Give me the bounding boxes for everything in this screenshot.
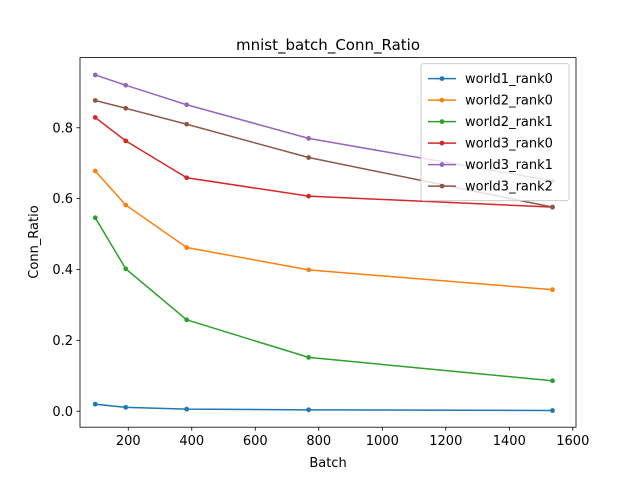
y-tick-label: 0.2	[52, 334, 73, 349]
data-point	[550, 378, 555, 384]
legend-box	[420, 63, 570, 202]
legend-item: world3_rank2	[428, 180, 553, 195]
y-tick-label: 0.8	[52, 121, 73, 136]
legend-item: world3_rank1	[428, 158, 553, 173]
data-point	[184, 102, 190, 108]
data-point	[123, 404, 129, 410]
legend-marker	[439, 162, 445, 168]
data-point	[306, 407, 312, 413]
x-tick-label: 1200	[429, 434, 462, 449]
series-world2_rank1	[92, 215, 555, 384]
data-point	[306, 267, 312, 273]
legend-marker	[439, 119, 445, 124]
legend-marker	[439, 97, 445, 103]
legend-item: world2_rank1	[428, 115, 553, 130]
y-axis-ticks: 0.0 0.2 0.4 0.6 0.8	[52, 121, 80, 420]
data-point	[92, 72, 98, 78]
legend-label: world3_rank2	[465, 180, 553, 195]
y-tick-label: 0.6	[52, 192, 73, 207]
data-point	[92, 168, 98, 174]
data-point	[92, 115, 98, 120]
data-point	[123, 82, 129, 88]
series-layer	[92, 72, 555, 413]
data-point	[184, 175, 190, 181]
data-point	[184, 121, 190, 127]
legend-label: world3_rank0	[465, 137, 553, 152]
series-world2_rank0	[92, 168, 555, 293]
x-tick-label: 1400	[493, 434, 526, 449]
legend-item: world1_rank0	[428, 72, 553, 87]
y-tick-label: 0.0	[52, 405, 73, 420]
data-point	[306, 135, 312, 141]
legend-label: world2_rank0	[465, 94, 553, 109]
legend-label: world3_rank1	[465, 158, 553, 173]
plot-frame	[79, 57, 577, 428]
data-point	[92, 401, 98, 407]
data-point	[92, 215, 98, 221]
x-tick-label: 400	[179, 434, 204, 449]
legend-marker	[439, 183, 445, 189]
legend-item: world3_rank0	[428, 137, 553, 152]
legend-marker	[439, 76, 445, 81]
x-tick-label: 200	[116, 434, 141, 449]
legend-label: world1_rank0	[465, 72, 553, 87]
series-world3_rank2	[92, 98, 555, 210]
y-tick-label: 0.4	[52, 263, 73, 278]
x-tick-label: 600	[243, 434, 268, 449]
x-tick-label: 1000	[366, 434, 399, 449]
x-axis-title: Batch	[309, 456, 346, 471]
series-world1_rank0	[92, 401, 555, 413]
data-point	[123, 138, 129, 144]
data-point	[550, 287, 555, 293]
data-point	[184, 406, 190, 412]
data-point	[306, 155, 312, 160]
data-point	[550, 408, 555, 413]
x-axis-ticks: 200 400 600 800 1000 1200 1400 1600	[116, 427, 589, 449]
data-point	[550, 204, 555, 210]
x-tick-label: 800	[306, 434, 331, 449]
legend-label: world2_rank1	[465, 115, 553, 130]
data-point	[306, 193, 312, 199]
legend-marker	[439, 140, 445, 146]
legend: world1_rank0 world2_rank0 world2_rank1worl…	[420, 63, 570, 202]
chart-title: mnist_batch_Conn_Ratio	[236, 36, 420, 55]
data-point	[123, 202, 129, 208]
data-point	[184, 245, 190, 250]
data-point	[123, 105, 129, 111]
legend-item: world2_rank0	[428, 94, 553, 109]
data-point	[123, 266, 129, 272]
data-point	[184, 317, 190, 323]
x-tick-label: 1600	[556, 434, 589, 449]
y-axis-title: Conn_Ratio	[27, 205, 42, 278]
data-point	[92, 98, 98, 103]
data-point	[306, 354, 312, 360]
